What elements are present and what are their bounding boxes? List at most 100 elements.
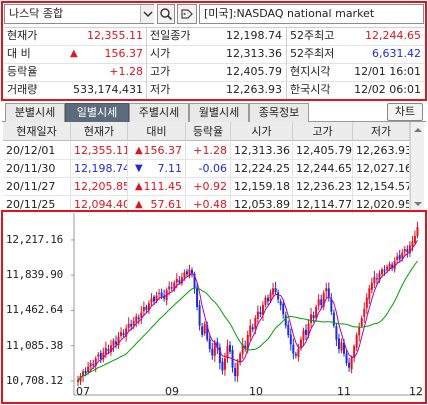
change-value: 156.37 (143, 144, 183, 157)
cell-high: 12,244.65 (293, 160, 353, 178)
scroll-up-icon[interactable] (411, 124, 425, 136)
candle-body (239, 353, 242, 363)
cell-low: 12,027.16 (353, 160, 410, 178)
candle-body (355, 334, 358, 348)
tab-monthly[interactable]: 월별시세 (189, 103, 249, 122)
x-tick-label: 07 (76, 385, 90, 398)
label-current-price: 현재가 (7, 29, 38, 42)
cell-close: 12,205.85 (71, 178, 128, 196)
chart-button[interactable]: 차트 (387, 103, 423, 121)
candle-body (249, 325, 252, 337)
cell-open: 12,224.25 (231, 160, 293, 178)
cell-high: 12,236.23 (293, 178, 353, 196)
candle-body (272, 288, 275, 295)
candle-body (411, 241, 414, 247)
candle-body (127, 323, 130, 328)
candle-body (97, 354, 100, 357)
search-button[interactable] (157, 4, 175, 24)
value-local-time: 12/01 16:01 (354, 65, 421, 78)
candle-body (130, 323, 133, 327)
candle-body (140, 312, 143, 318)
candlestick-chart (71, 213, 422, 396)
candle-body (261, 305, 264, 315)
candle-body (229, 344, 231, 352)
candle-body (168, 286, 171, 290)
candle-body (112, 340, 115, 346)
candle-body (142, 306, 145, 312)
candle-body (117, 336, 120, 346)
tab-weekly[interactable]: 주별시세 (129, 103, 189, 122)
candle-body (277, 292, 280, 300)
candle-body (79, 376, 82, 382)
col-rate: 등락율 (186, 122, 231, 141)
candle-body (244, 345, 247, 349)
candle-body (99, 352, 102, 360)
candle-body (398, 255, 401, 260)
cell-low: 12,263.93 (353, 142, 410, 160)
cell-change: ▲ 57.61 (128, 196, 186, 214)
cell-change: ▼ 7.11 (128, 160, 186, 178)
value-open: 12,313.36 (226, 47, 282, 60)
tab-daily[interactable]: 일별시세 (65, 103, 129, 122)
candle-body (375, 278, 378, 280)
candle-body (175, 278, 178, 283)
value-korea-time: 12/02 06:01 (354, 83, 421, 96)
candle-body (348, 362, 351, 368)
candle-body (370, 282, 373, 290)
cell-open: 12,159.18 (231, 178, 293, 196)
candle-body (406, 249, 409, 252)
candle-body (104, 348, 107, 354)
cell-date: 20/11/25 (3, 196, 71, 214)
table-scrollbar[interactable] (410, 122, 424, 212)
dropdown-button[interactable] (140, 5, 154, 23)
candle-body (170, 287, 173, 289)
cell-date: 20/11/30 (3, 160, 71, 178)
candle-body (256, 311, 259, 319)
candle-body (198, 305, 201, 326)
change-value: 7.11 (157, 162, 183, 175)
candle-body (322, 292, 325, 307)
cell-close: 12,355.11 (71, 142, 128, 160)
cell-close: 12,198.74 (71, 160, 128, 178)
candle-body (396, 256, 399, 260)
value-change: 156.37 (104, 47, 144, 60)
tab-minute[interactable]: 분별시세 (5, 103, 65, 122)
moving-average-short-line (77, 240, 418, 381)
chart-area (2, 213, 426, 403)
tab-stock-info[interactable]: 종목정보 (249, 103, 309, 122)
candle-body (120, 332, 123, 336)
cell-rate: +1.28 (186, 142, 231, 160)
candle-body (363, 308, 366, 317)
candle-body (310, 314, 313, 323)
candle-body (84, 371, 87, 374)
candle-body (408, 245, 411, 254)
candle-body (218, 347, 221, 363)
x-tick-label: 10 (249, 385, 263, 398)
value-52w-high: 12,244.65 (365, 29, 421, 42)
y-tick-label: 11,085.38 (6, 338, 63, 352)
candle-body (89, 362, 92, 367)
cell-rate: +0.48 (186, 196, 231, 214)
scroll-down-icon[interactable] (411, 198, 425, 210)
value-current-price: 12,355.11 (87, 29, 143, 42)
candle-body (145, 306, 148, 310)
label-52w-low: 52주최저 (290, 47, 335, 60)
candle-body (216, 341, 219, 349)
candle-body (246, 334, 249, 351)
candle-body (378, 273, 381, 281)
candle-body (360, 318, 363, 327)
candle-body (292, 344, 295, 354)
value-low: 12,263.93 (226, 83, 282, 96)
candle-body (193, 273, 196, 289)
candle-body (155, 295, 158, 302)
candle-body (201, 326, 204, 335)
index-name-field[interactable]: 나스닥 종합 (4, 4, 154, 24)
up-arrow-icon: ▲ (135, 145, 143, 156)
candle-body (284, 315, 287, 326)
change-up-arrow-icon: ▲ (70, 48, 78, 59)
tag-button[interactable] (177, 4, 197, 24)
candle-body (92, 364, 95, 366)
candle-body (107, 349, 110, 351)
change-value: 57.61 (150, 198, 183, 211)
value-52w-low: 6,631.42 (372, 47, 421, 60)
